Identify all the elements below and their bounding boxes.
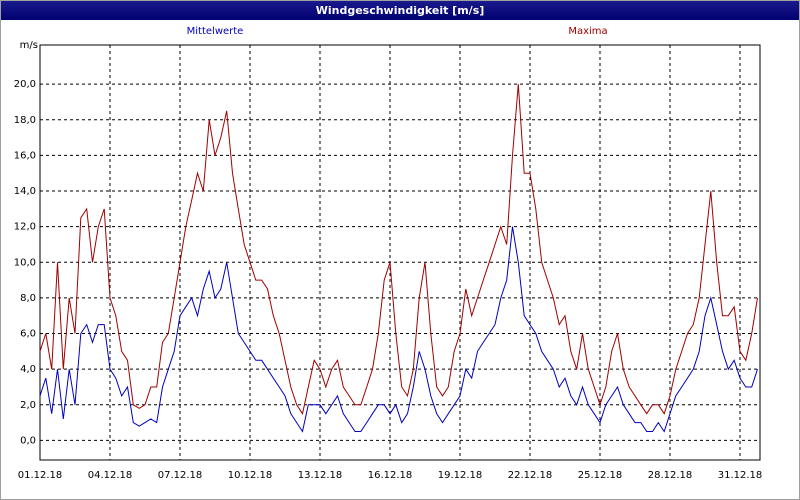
x-tick-label: 04.12.18 xyxy=(88,470,133,481)
x-tick-label: 01.12.18 xyxy=(18,470,63,481)
x-tick-label: 31.12.18 xyxy=(718,470,763,481)
y-tick-label: 20,0 xyxy=(14,79,36,90)
y-tick-label: 10,0 xyxy=(14,257,36,268)
y-tick-label: 6,0 xyxy=(20,329,36,340)
x-tick-label: 28.12.18 xyxy=(648,470,693,481)
y-unit: m/s xyxy=(20,40,38,51)
chart: m/s 0,0 2,0 4,0 6,0 8,0 10,0 12,0 14,0 16,0 18,0 2… xyxy=(14,26,763,481)
x-tick-label: 25.12.18 xyxy=(578,470,623,481)
data-line xyxy=(39,226,758,433)
x-tick-label: 19.12.18 xyxy=(438,470,483,481)
y-tick-label: 4,0 xyxy=(20,364,36,375)
x-tick-label: 10.12.18 xyxy=(228,470,273,481)
x-tick-label: 22.12.18 xyxy=(508,470,553,481)
y-tick-label: 18,0 xyxy=(14,115,36,126)
data-line xyxy=(39,84,758,415)
x-tick-label: 16.12.18 xyxy=(368,470,413,481)
legend-label: Maxima xyxy=(568,26,607,37)
y-tick-label: 2,0 xyxy=(20,400,36,411)
x-tick-label: 07.12.18 xyxy=(158,470,203,481)
y-tick-label: 12,0 xyxy=(14,222,36,233)
legend-label: Mittelwerte xyxy=(187,26,244,37)
y-tick-label: 14,0 xyxy=(14,186,36,197)
y-tick-label: 8,0 xyxy=(20,293,36,304)
x-tick-label: 13.12.18 xyxy=(298,470,343,481)
plot-area xyxy=(39,44,761,461)
y-tick-label: 0,0 xyxy=(20,435,36,446)
y-tick-label: 16,0 xyxy=(14,150,36,161)
title-bar: Windgeschwindigkeit [m/s] xyxy=(1,1,799,20)
